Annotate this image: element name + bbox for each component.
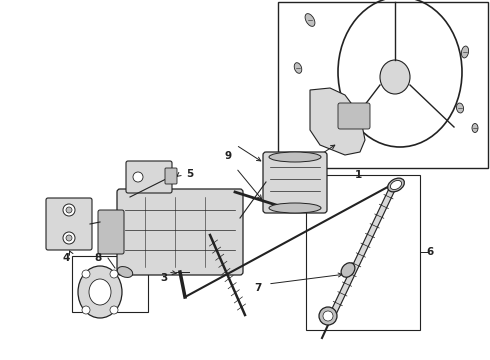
Text: 1: 1 [354, 170, 362, 180]
Ellipse shape [294, 63, 302, 73]
Circle shape [82, 306, 90, 314]
Text: 3: 3 [160, 273, 168, 283]
Ellipse shape [388, 178, 404, 192]
Text: 2: 2 [310, 153, 318, 163]
Bar [72, 256, 148, 312]
Circle shape [133, 172, 143, 182]
Ellipse shape [391, 180, 402, 190]
Text: 7: 7 [254, 283, 262, 293]
Circle shape [66, 207, 72, 213]
Circle shape [110, 306, 118, 314]
Circle shape [110, 270, 118, 278]
Ellipse shape [380, 60, 410, 94]
Circle shape [66, 235, 72, 241]
Ellipse shape [472, 123, 478, 132]
Bar [306, 175, 420, 330]
FancyBboxPatch shape [117, 189, 243, 275]
Ellipse shape [89, 279, 111, 305]
Ellipse shape [269, 152, 321, 162]
FancyBboxPatch shape [126, 161, 172, 193]
FancyBboxPatch shape [263, 152, 327, 213]
Text: 5: 5 [186, 169, 193, 179]
Ellipse shape [269, 203, 321, 213]
Text: 6: 6 [426, 247, 434, 257]
Ellipse shape [78, 266, 122, 318]
Polygon shape [327, 182, 398, 321]
Ellipse shape [462, 46, 468, 58]
FancyBboxPatch shape [46, 198, 92, 250]
Text: 4: 4 [62, 253, 70, 263]
FancyBboxPatch shape [98, 210, 124, 254]
Ellipse shape [117, 266, 133, 278]
FancyBboxPatch shape [165, 168, 177, 184]
Ellipse shape [341, 263, 355, 277]
Circle shape [319, 307, 337, 325]
Text: 8: 8 [95, 253, 101, 263]
Circle shape [63, 204, 75, 216]
Bar [278, 2, 488, 168]
Ellipse shape [305, 14, 315, 26]
Text: 9: 9 [224, 151, 232, 161]
Circle shape [82, 270, 90, 278]
Circle shape [63, 232, 75, 244]
Ellipse shape [457, 103, 464, 113]
FancyBboxPatch shape [338, 103, 370, 129]
Polygon shape [310, 88, 365, 155]
Circle shape [323, 311, 333, 321]
